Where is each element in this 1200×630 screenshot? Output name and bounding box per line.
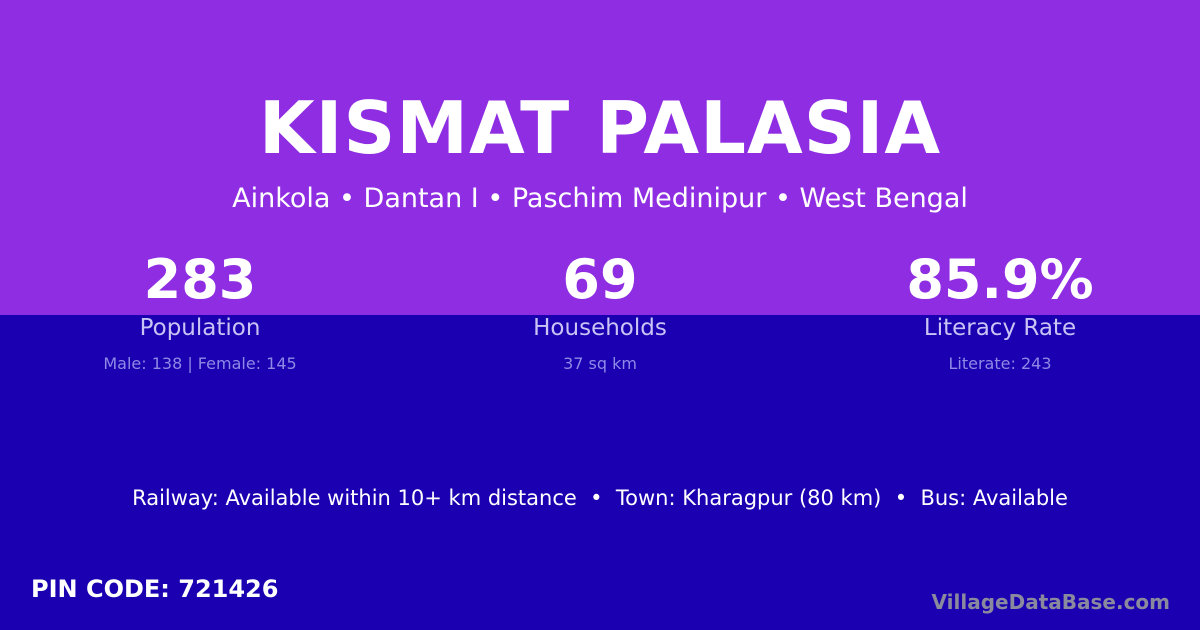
stat-label: Households — [533, 315, 667, 341]
connectivity-info: Railway: Available within 10+ km distanc… — [132, 486, 1068, 510]
header-band — [0, 0, 1200, 315]
stat-value: 85.9% — [906, 248, 1094, 311]
village-name: KISMAT PALASIA — [258, 86, 942, 170]
brand-logo: VillageDataBase.com — [931, 590, 1170, 614]
stat-value: 283 — [143, 248, 257, 311]
stat-detail: 37 sq km — [563, 354, 637, 373]
stat-detail: Literate: 243 — [948, 354, 1052, 373]
location-breadcrumb: Ainkola • Dantan I • Paschim Medinipur •… — [232, 183, 968, 214]
stat-detail: Male: 138 | Female: 145 — [103, 354, 297, 373]
pin-code: PIN CODE: 721426 — [31, 575, 279, 603]
stat-value: 69 — [562, 248, 638, 311]
stat-label: Literacy Rate — [923, 315, 1077, 341]
stat-label: Population — [139, 315, 261, 341]
